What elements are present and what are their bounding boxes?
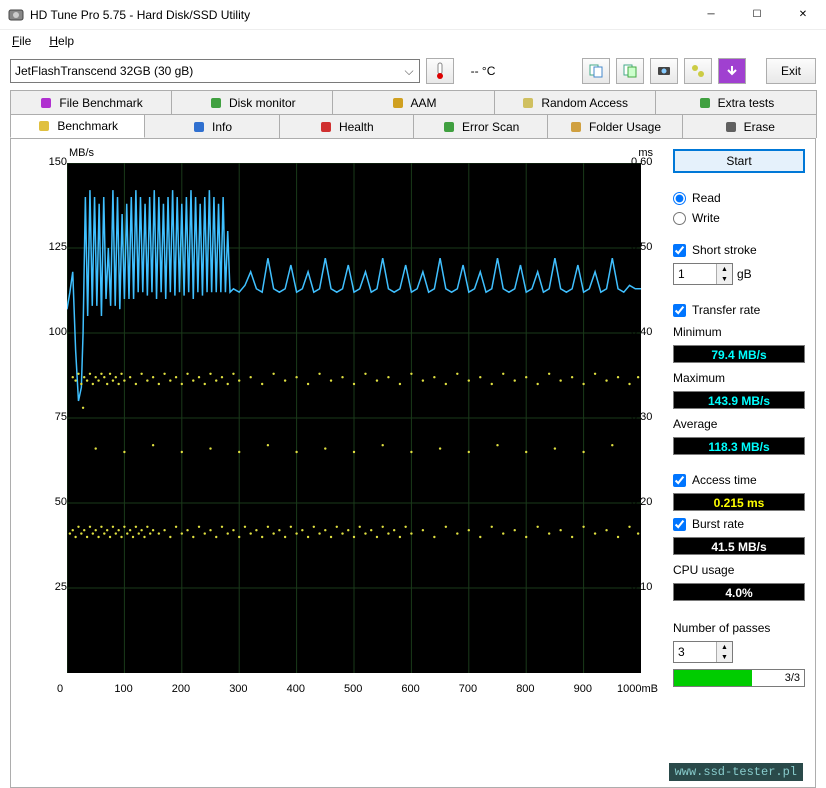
copy-screenshot-button[interactable] — [616, 58, 644, 84]
copy-info-button[interactable] — [582, 58, 610, 84]
maximum-value: 143.9 MB/s — [673, 391, 805, 409]
maximize-button[interactable]: ☐ — [734, 0, 780, 30]
window-title: HD Tune Pro 5.75 - Hard Disk/SSD Utility — [30, 8, 688, 22]
passes-input[interactable]: 3▲▼ — [673, 641, 733, 663]
options-button[interactable] — [684, 58, 712, 84]
folder-usage-icon — [569, 120, 583, 134]
health-icon — [319, 120, 333, 134]
random-access-icon — [521, 96, 535, 110]
read-radio[interactable]: Read — [673, 191, 805, 205]
side-panel: Start Read Write Short stroke 1▲▼ gB Tra… — [661, 149, 805, 777]
save-screenshot-button[interactable] — [650, 58, 678, 84]
progress-text: 3/3 — [785, 672, 800, 684]
benchmark-icon — [37, 119, 51, 133]
info-icon — [192, 120, 206, 134]
disk-monitor-icon — [209, 96, 223, 110]
access-time-value: 0.215 ms — [673, 493, 805, 511]
short-stroke-unit: gB — [737, 267, 752, 281]
transfer-rate-check[interactable]: Transfer rate — [673, 303, 805, 317]
tab-extra-tests[interactable]: Extra tests — [655, 90, 817, 114]
exit-button[interactable]: Exit — [766, 58, 816, 84]
progress-bar: 3/3 — [673, 669, 805, 687]
start-button[interactable]: Start — [673, 149, 805, 173]
tab-file-benchmark[interactable]: File Benchmark — [10, 90, 172, 114]
burst-rate-value: 41.5 MB/s — [673, 537, 805, 555]
toolbar: JetFlashTranscend 32GB (30 gB) ⌵ -- °C E… — [0, 52, 826, 90]
tab-benchmark[interactable]: Benchmark — [10, 114, 145, 138]
app-icon — [8, 7, 24, 23]
tab-aam[interactable]: AAM — [332, 90, 494, 114]
tab-error-scan[interactable]: Error Scan — [413, 114, 548, 138]
close-button[interactable]: ✕ — [780, 0, 826, 30]
benchmark-panel: MB/s ms 1501251007550250.600.500.400.300… — [10, 138, 816, 788]
y-left-title: MB/s — [69, 147, 94, 159]
minimum-value: 79.4 MB/s — [673, 345, 805, 363]
burst-rate-check[interactable]: Burst rate — [673, 517, 805, 531]
average-label: Average — [673, 417, 805, 431]
extra-tests-icon — [698, 96, 712, 110]
file-benchmark-icon — [39, 96, 53, 110]
short-stroke-check[interactable]: Short stroke — [673, 243, 805, 257]
minimize-button[interactable]: ─ — [688, 0, 734, 30]
tab-random-access[interactable]: Random Access — [494, 90, 656, 114]
minimum-label: Minimum — [673, 325, 805, 339]
menu-file[interactable]: File — [4, 32, 39, 50]
error-scan-icon — [442, 120, 456, 134]
short-stroke-input[interactable]: 1▲▼ — [673, 263, 733, 285]
tab-health[interactable]: Health — [279, 114, 414, 138]
tab-info[interactable]: Info — [144, 114, 279, 138]
erase-icon — [724, 120, 738, 134]
write-radio[interactable]: Write — [673, 211, 805, 225]
temperature-icon — [426, 58, 454, 84]
save-button[interactable] — [718, 58, 746, 84]
cpu-usage-label: CPU usage — [673, 563, 805, 577]
cpu-usage-value: 4.0% — [673, 583, 805, 601]
tab-folder-usage[interactable]: Folder Usage — [547, 114, 682, 138]
titlebar: HD Tune Pro 5.75 - Hard Disk/SSD Utility… — [0, 0, 826, 30]
chevron-down-icon: ⌵ — [401, 64, 417, 79]
menubar: File Help — [0, 30, 826, 52]
watermark: www.ssd-tester.pl — [669, 763, 803, 781]
aam-icon — [391, 96, 405, 110]
maximum-label: Maximum — [673, 371, 805, 385]
passes-label: Number of passes — [673, 621, 805, 635]
tabs: File BenchmarkDisk monitorAAMRandom Acce… — [0, 90, 826, 138]
access-time-check[interactable]: Access time — [673, 473, 805, 487]
drive-select-value: JetFlashTranscend 32GB (30 gB) — [15, 64, 193, 78]
menu-help[interactable]: Help — [41, 32, 82, 50]
tab-disk-monitor[interactable]: Disk monitor — [171, 90, 333, 114]
temperature-value: -- °C — [460, 64, 506, 78]
benchmark-chart: MB/s ms 1501251007550250.600.500.400.300… — [21, 149, 661, 709]
drive-select[interactable]: JetFlashTranscend 32GB (30 gB) ⌵ — [10, 59, 420, 83]
average-value: 118.3 MB/s — [673, 437, 805, 455]
tab-erase[interactable]: Erase — [682, 114, 817, 138]
